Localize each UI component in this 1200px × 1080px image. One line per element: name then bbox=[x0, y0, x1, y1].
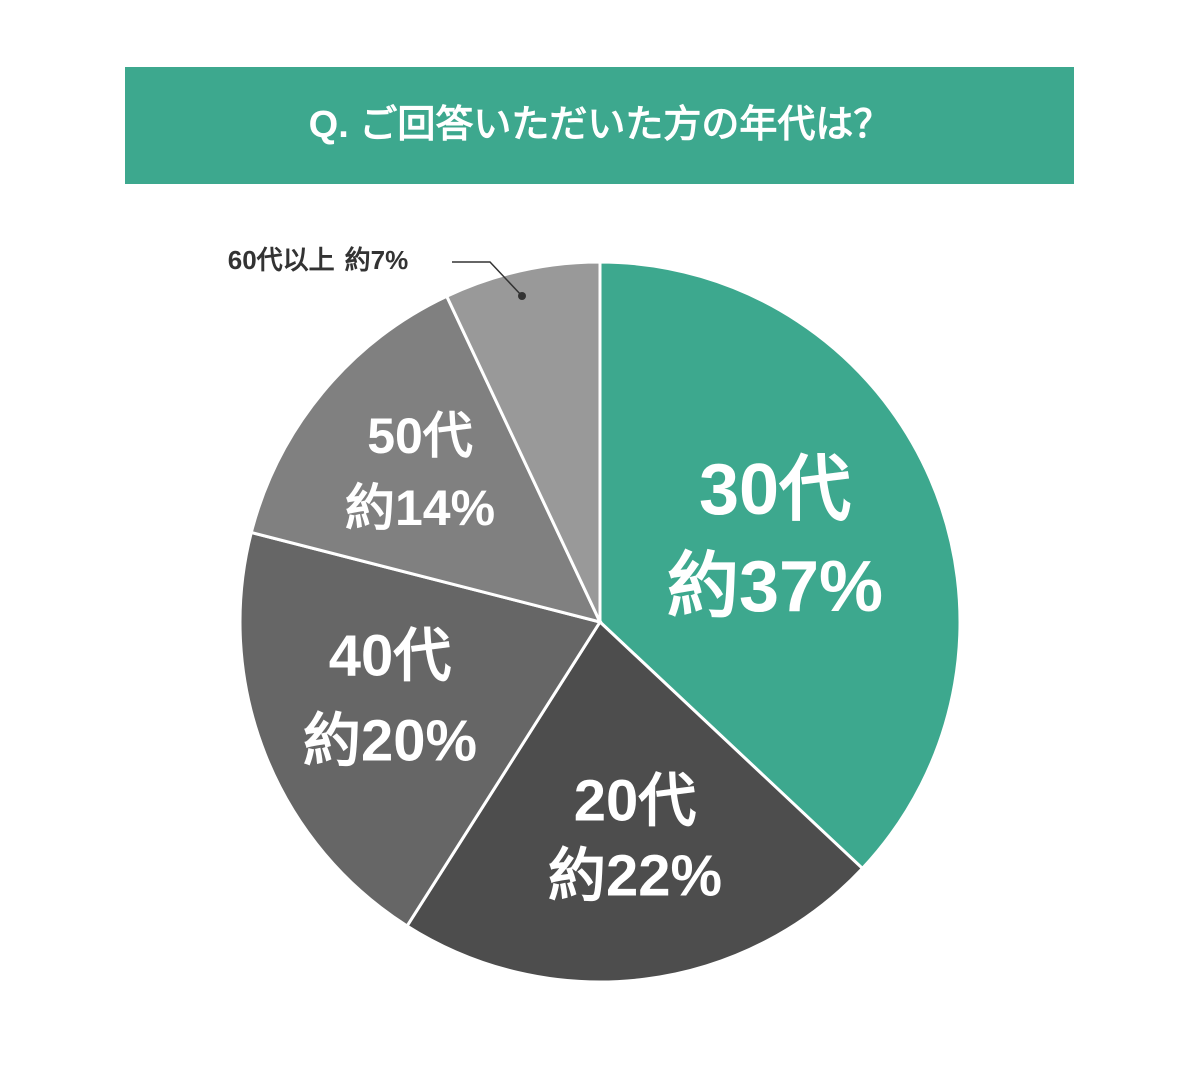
slice-category-label: 20代 bbox=[574, 768, 697, 833]
pie-slice bbox=[598, 260, 962, 871]
chart-title: Q. ご回答いただいた方の年代は？ bbox=[309, 104, 892, 146]
slice-category-label: 50代 bbox=[367, 408, 473, 464]
pie-slice bbox=[405, 619, 865, 984]
slice-category-label: 40代 bbox=[329, 623, 452, 688]
outside-label: 60代以上 約7% bbox=[228, 245, 409, 275]
slice-category-label: 60代以上 bbox=[228, 245, 335, 275]
leader-line bbox=[452, 261, 523, 297]
slice-value-label: 約22% bbox=[548, 843, 722, 908]
slice-value-label: 約7% bbox=[345, 245, 409, 275]
leader-dot bbox=[518, 292, 526, 300]
pie-slice bbox=[238, 530, 603, 929]
title-banner bbox=[125, 67, 1074, 184]
slice-value-label: 約37% bbox=[667, 547, 883, 627]
slice-value-label: 約14% bbox=[345, 480, 495, 536]
slice-value-label: 約20% bbox=[303, 708, 477, 773]
pie-slice bbox=[249, 294, 603, 625]
slice-category-label: 30代 bbox=[699, 450, 851, 530]
pie-slice bbox=[444, 260, 602, 623]
